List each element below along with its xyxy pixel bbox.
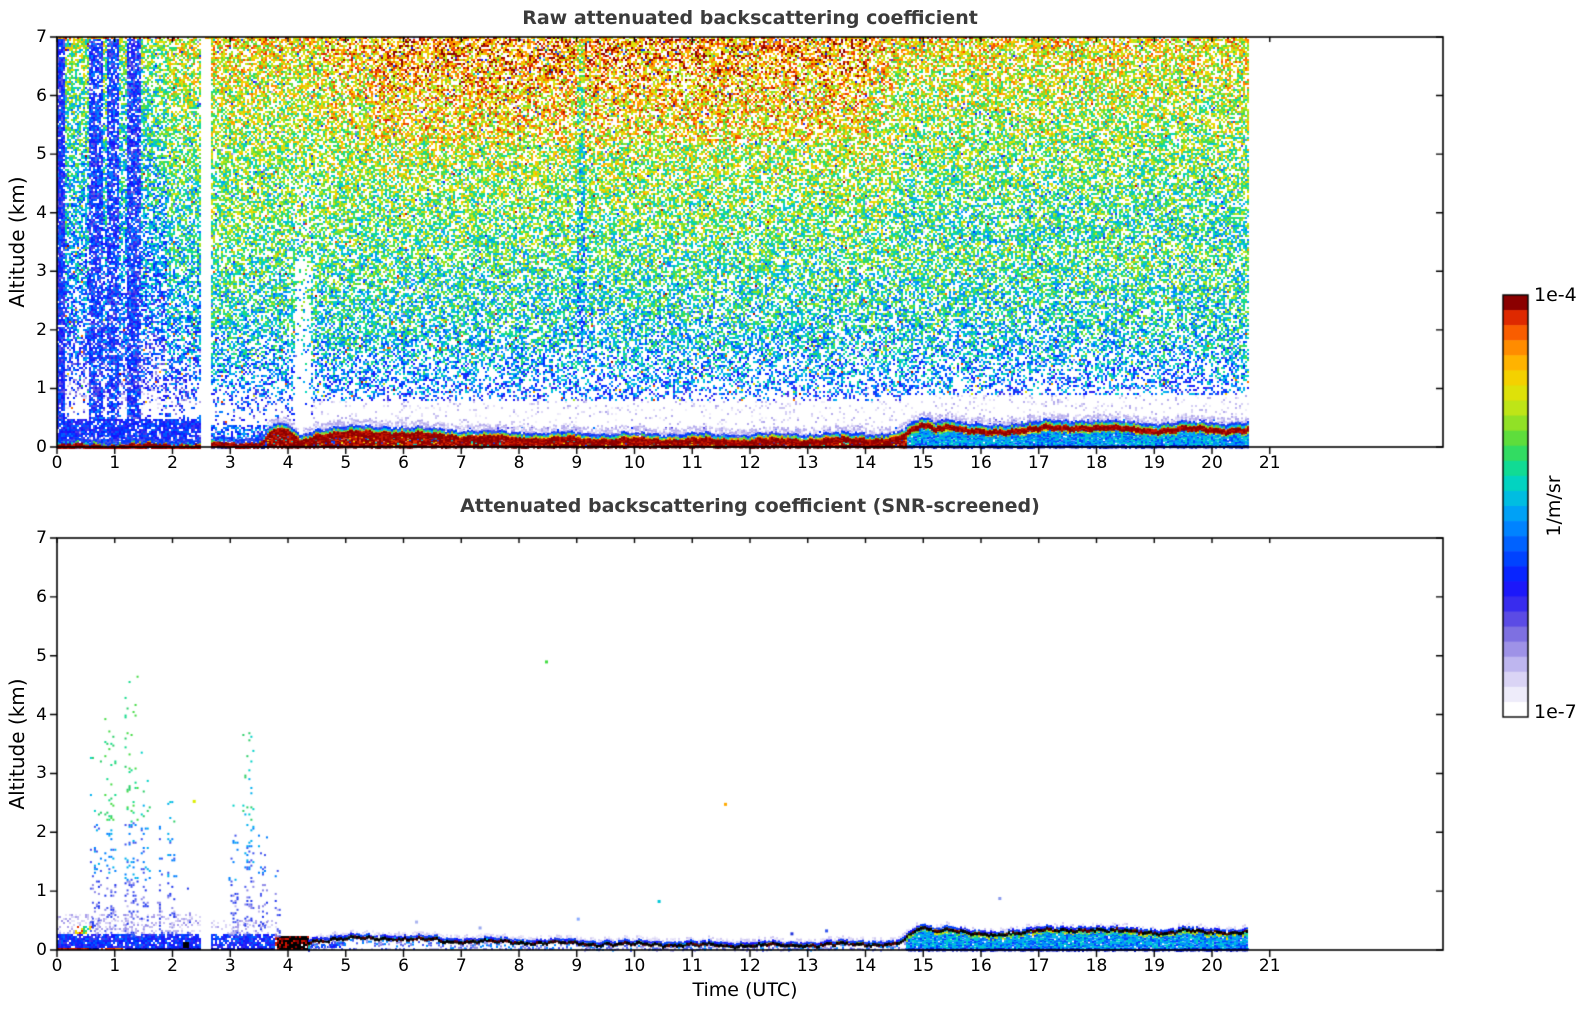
screened-plot-y-axis-label: Altitude (km)	[5, 678, 29, 810]
x-tick-label: 10	[623, 956, 646, 976]
x-tick-label: 17	[1027, 956, 1050, 976]
y-tick-label: 2	[36, 822, 47, 843]
x-tick-label: 11	[681, 956, 704, 976]
x-tick-label: 13	[796, 956, 819, 976]
x-tick-label: 6	[398, 453, 409, 473]
colorbar-min-label: 1e-7	[1534, 701, 1577, 723]
x-tick-label: 1	[109, 453, 121, 473]
y-tick-label: 3	[36, 261, 47, 282]
raw-plot-title: Raw attenuated backscattering coefficien…	[522, 7, 978, 29]
y-tick-label: 0	[36, 437, 47, 457]
x-tick-label: 21	[1258, 453, 1281, 473]
x-tick-label: 9	[571, 956, 583, 976]
x-tick-label: 5	[340, 453, 352, 473]
x-tick-label: 18	[1085, 956, 1108, 976]
screened-plot-title: Attenuated backscattering coefficient (S…	[460, 495, 1040, 517]
x-tick-label: 21	[1258, 956, 1281, 976]
raw-plot-y-axis-label: Altitude (km)	[5, 176, 29, 308]
x-tick-label: 20	[1201, 453, 1223, 473]
x-tick-label: 16	[970, 453, 992, 473]
y-tick-label: 0	[36, 940, 47, 960]
y-tick-label: 3	[36, 763, 47, 784]
y-tick-label: 7	[36, 528, 47, 548]
x-tick-label: 3	[224, 453, 236, 473]
x-tick-label: 7	[455, 453, 467, 473]
colorbar	[1503, 295, 1528, 717]
x-tick-label: 2	[167, 956, 178, 976]
x-tick-label: 15	[912, 956, 935, 976]
time-axis-label: Time (UTC)	[692, 979, 798, 1001]
x-tick-label: 15	[912, 453, 935, 473]
x-tick-label: 5	[340, 956, 352, 976]
y-tick-label: 6	[36, 85, 47, 106]
y-tick-label: 4	[36, 704, 47, 725]
x-tick-label: 4	[282, 956, 294, 976]
x-tick-label: 8	[513, 956, 525, 976]
x-tick-label: 6	[398, 956, 409, 976]
colorbar-unit-label: 1/m/sr	[1543, 475, 1565, 537]
x-tick-label: 16	[970, 956, 992, 976]
y-tick-label: 5	[36, 645, 47, 666]
x-tick-label: 7	[455, 956, 467, 976]
y-tick-label: 2	[36, 319, 47, 340]
y-tick-label: 1	[36, 378, 47, 399]
x-tick-label: 14	[854, 956, 877, 976]
x-tick-label: 9	[571, 453, 583, 473]
x-tick-label: 12	[739, 453, 761, 473]
x-tick-label: 0	[51, 956, 63, 976]
y-tick-label: 5	[36, 144, 47, 165]
y-tick-label: 1	[36, 881, 47, 902]
x-tick-label: 19	[1143, 453, 1166, 473]
raw-heatmap-area	[57, 37, 1443, 447]
x-tick-label: 18	[1085, 453, 1108, 473]
x-tick-label: 14	[854, 453, 877, 473]
x-tick-label: 17	[1027, 453, 1050, 473]
x-tick-label: 20	[1201, 956, 1223, 976]
colorbar-max-label: 1e-4	[1534, 284, 1577, 306]
x-tick-label: 1	[109, 956, 121, 976]
x-tick-label: 2	[167, 453, 178, 473]
y-tick-label: 6	[36, 586, 47, 607]
x-tick-label: 19	[1143, 956, 1166, 976]
x-tick-label: 10	[623, 453, 646, 473]
x-tick-label: 13	[796, 453, 819, 473]
x-tick-label: 8	[513, 453, 525, 473]
y-tick-label: 7	[36, 27, 47, 47]
x-tick-label: 3	[224, 956, 236, 976]
x-tick-label: 11	[681, 453, 704, 473]
screened-heatmap-area	[57, 538, 1443, 950]
y-tick-label: 4	[36, 202, 47, 223]
x-tick-label: 4	[282, 453, 294, 473]
x-tick-label: 0	[51, 453, 63, 473]
x-tick-label: 12	[739, 956, 761, 976]
